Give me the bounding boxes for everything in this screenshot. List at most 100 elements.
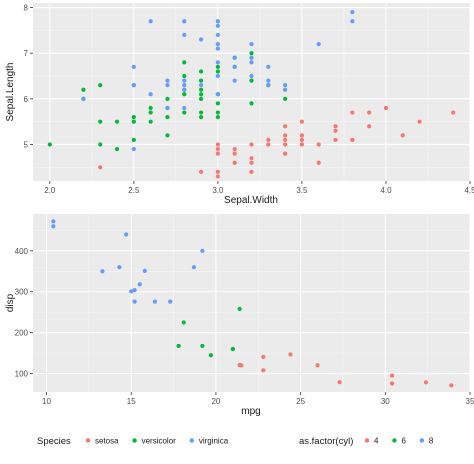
legend-cyl-title: as.factor(cyl) — [299, 436, 353, 447]
point-8 — [142, 268, 147, 273]
point-setosa — [283, 133, 288, 138]
point-versicolor — [249, 78, 254, 83]
point-setosa — [299, 133, 305, 138]
point-versicolor — [283, 96, 288, 101]
point-versicolor — [148, 119, 153, 124]
point-setosa — [249, 142, 254, 147]
mpg-x-ticks: 10 15 20 25 30 35 — [42, 392, 474, 406]
point-virginica — [266, 78, 271, 83]
point-virginica — [266, 83, 271, 88]
point-versicolor — [215, 101, 220, 106]
x-tick-label: 4.5 — [464, 186, 474, 195]
x-tick-label: 4.0 — [380, 186, 392, 195]
point-virginica — [249, 60, 254, 65]
point-setosa — [215, 151, 220, 156]
y-tick-label: 8 — [24, 4, 29, 13]
point-virginica — [131, 64, 136, 69]
point-versicolor — [198, 92, 204, 97]
point-setosa — [350, 137, 355, 143]
point-4 — [237, 362, 242, 368]
legend-cyl: as.factor(cyl) 4 6 8 — [299, 436, 434, 447]
point-versicolor — [182, 92, 187, 97]
point-virginica — [232, 55, 237, 60]
point-setosa — [249, 156, 254, 161]
point-4 — [389, 381, 395, 386]
point-versicolor — [198, 78, 204, 83]
point-versicolor — [47, 142, 52, 147]
point-setosa — [266, 142, 271, 147]
mpg-points — [51, 219, 454, 388]
point-setosa — [283, 151, 288, 156]
point-6 — [230, 346, 235, 352]
sepal-points — [47, 10, 456, 179]
point-8 — [132, 288, 137, 293]
x-tick-label: 3.0 — [212, 186, 224, 195]
point-virginica — [215, 23, 220, 28]
legend-cyl-label: 8 — [429, 437, 434, 446]
point-virginica — [215, 46, 220, 51]
point-versicolor — [182, 110, 187, 115]
point-setosa — [283, 142, 288, 147]
point-virginica — [232, 78, 237, 83]
x-tick-label: 2.5 — [128, 186, 140, 195]
point-4 — [288, 352, 293, 357]
point-versicolor — [114, 119, 120, 124]
point-8 — [137, 282, 142, 287]
point-virginica — [182, 32, 187, 38]
point-setosa — [232, 151, 237, 156]
point-8 — [51, 224, 56, 229]
point-8 — [117, 265, 122, 270]
point-versicolor — [215, 110, 220, 115]
point-setosa — [215, 146, 220, 152]
point-8 — [129, 289, 134, 294]
point-setosa — [198, 169, 204, 174]
point-6 — [237, 306, 242, 312]
point-versicolor — [198, 96, 204, 101]
point-virginica — [182, 87, 187, 92]
point-setosa — [316, 142, 321, 147]
y-tick-label: 400 — [15, 247, 29, 256]
point-setosa — [451, 110, 456, 115]
point-setosa — [215, 142, 220, 147]
point-virginica — [266, 64, 271, 69]
legend-species: Species setosa versicolor virginica — [37, 436, 229, 447]
mpg-x-axis-title: mpg — [241, 406, 260, 417]
mpg-chart: 10 15 20 25 30 35 100 200 300 400 mpg disp — [5, 214, 474, 417]
point-virginica — [249, 41, 254, 47]
point-versicolor — [249, 101, 254, 106]
point-6 — [176, 343, 181, 349]
mpg-y-ticks: 100 200 300 400 — [15, 247, 33, 379]
mpg-panel-background — [33, 214, 470, 392]
legend-species-key — [132, 438, 137, 443]
point-virginica — [249, 73, 254, 79]
point-versicolor — [198, 87, 204, 92]
point-virginica — [182, 78, 187, 83]
y-tick-label: 6 — [24, 95, 29, 104]
legend-cyl-label: 6 — [401, 437, 406, 446]
point-8 — [168, 299, 173, 304]
point-versicolor — [98, 83, 103, 88]
sepal-panel-background — [33, 3, 470, 181]
point-virginica — [215, 92, 220, 97]
point-virginica — [215, 41, 220, 47]
sepal-x-ticks: 2.0 2.5 3.0 3.5 4.0 4.5 — [44, 181, 474, 195]
y-tick-label: 5 — [24, 140, 29, 149]
point-virginica — [215, 60, 220, 65]
point-versicolor — [98, 119, 103, 124]
point-virginica — [131, 83, 136, 88]
sepal-y-axis-title: Sepal.Length — [5, 63, 16, 122]
point-6 — [181, 320, 186, 325]
point-setosa — [215, 174, 220, 179]
point-virginica — [131, 146, 136, 152]
y-tick-label: 100 — [15, 370, 29, 379]
point-4 — [423, 380, 429, 385]
point-virginica — [350, 19, 355, 24]
point-virginica — [198, 37, 204, 42]
point-versicolor — [198, 69, 204, 74]
x-tick-label: 2.0 — [44, 186, 56, 195]
point-4 — [337, 380, 342, 385]
point-virginica — [215, 32, 220, 38]
point-setosa — [367, 110, 372, 115]
x-tick-label: 20 — [211, 397, 220, 406]
